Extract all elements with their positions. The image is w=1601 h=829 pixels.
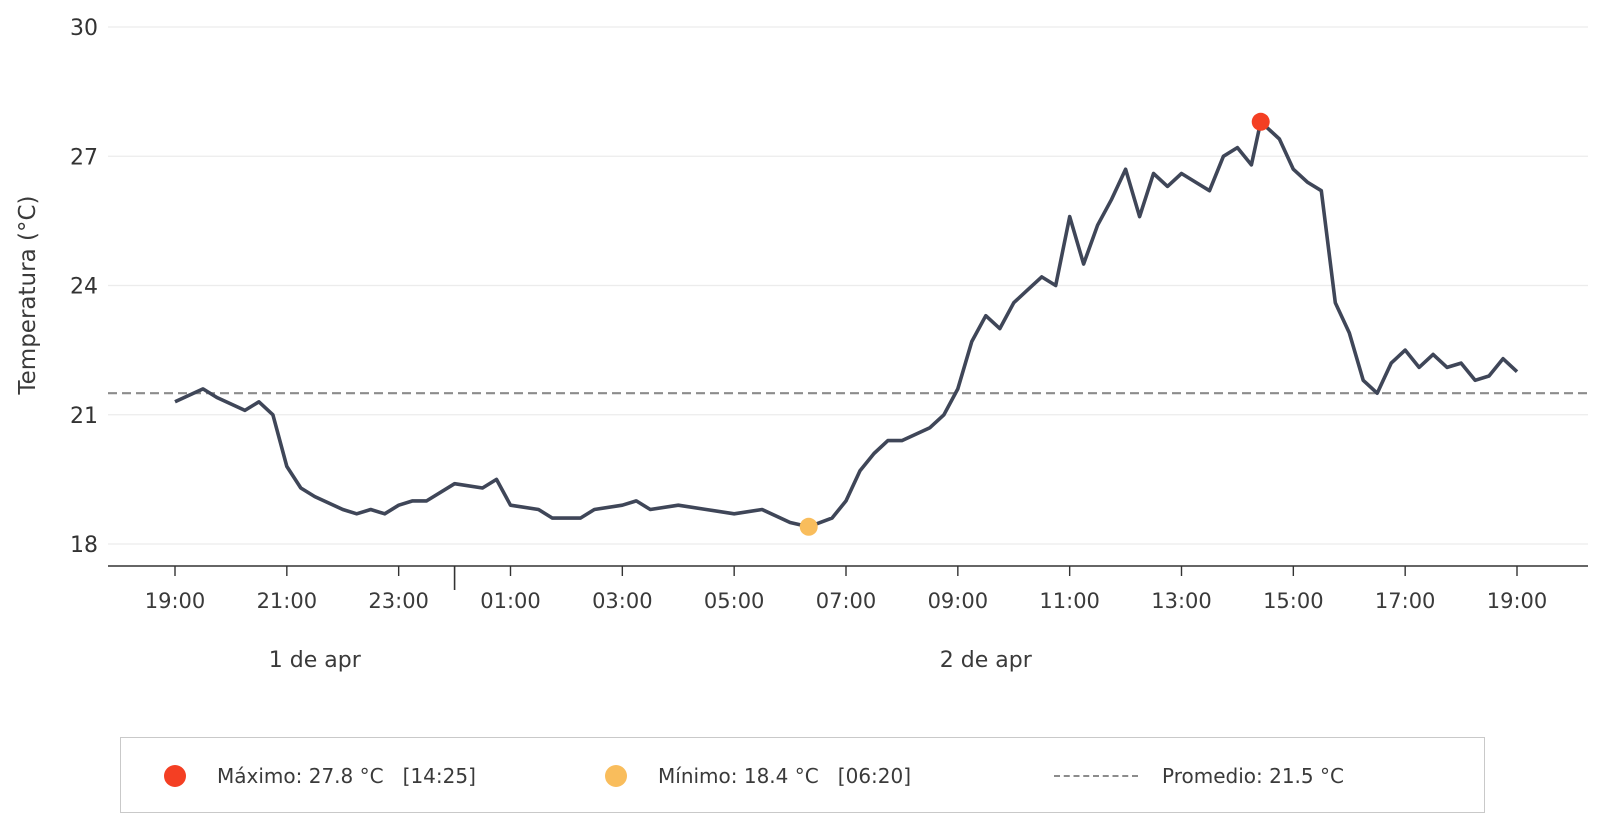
day-labels: 1 de apr 2 de apr xyxy=(269,648,1033,673)
temperature-chart: 18 21 24 27 30 Temperatura (°C) 19:00 21:00 23… xyxy=(15,16,1588,673)
x-tick-label: 09:00 xyxy=(928,589,989,613)
y-tick-label: 21 xyxy=(70,404,98,429)
x-tick-label: 11:00 xyxy=(1039,589,1100,613)
x-tick-label: 19:00 xyxy=(1487,589,1548,613)
x-tick-label: 15:00 xyxy=(1263,589,1324,613)
y-tick-label: 18 xyxy=(70,533,98,558)
y-axis-label: Temperatura (°C) xyxy=(15,196,41,396)
legend-max-label: Máximo: 27.8 °C [14:25] xyxy=(217,764,476,788)
x-tick-label: 21:00 xyxy=(257,589,318,613)
x-tick-label: 17:00 xyxy=(1375,589,1436,613)
x-tick-label: 19:00 xyxy=(145,589,206,613)
grid-lines xyxy=(108,26,1588,545)
min-dot-icon xyxy=(605,765,627,787)
x-axis-ticks: 19:00 21:00 23:00 01:00 03:00 05:00 07:00 09:00… xyxy=(145,566,1548,613)
legend-avg: Promedio: 21.5 °C xyxy=(1054,738,1344,814)
legend-avg-label: Promedio: 21.5 °C xyxy=(1162,764,1344,788)
legend-min: Mínimo: 18.4 °C [06:20] xyxy=(605,738,911,814)
y-tick-label: 30 xyxy=(70,16,98,41)
temperature-line xyxy=(174,120,1519,529)
day-label: 2 de apr xyxy=(940,648,1033,673)
dashed-line-icon xyxy=(1054,775,1138,777)
x-tick-label: 05:00 xyxy=(704,589,765,613)
x-tick-label: 23:00 xyxy=(368,589,429,613)
y-axis-ticks: 18 21 24 27 30 xyxy=(70,16,98,558)
day-label: 1 de apr xyxy=(269,648,362,673)
legend-min-label: Mínimo: 18.4 °C [06:20] xyxy=(658,764,912,788)
x-tick-label: 01:00 xyxy=(480,589,541,613)
x-tick-label: 13:00 xyxy=(1151,589,1212,613)
y-tick-label: 27 xyxy=(70,145,98,170)
max-marker xyxy=(1251,112,1270,131)
x-tick-label: 03:00 xyxy=(592,589,653,613)
legend-max: Máximo: 27.8 °C [14:25] xyxy=(164,738,476,814)
min-marker xyxy=(799,517,818,536)
max-dot-icon xyxy=(164,765,186,787)
legend: Máximo: 27.8 °C [14:25] Mínimo: 18.4 °C … xyxy=(120,737,1485,813)
x-tick-label: 07:00 xyxy=(816,589,877,613)
y-tick-label: 24 xyxy=(70,275,98,300)
